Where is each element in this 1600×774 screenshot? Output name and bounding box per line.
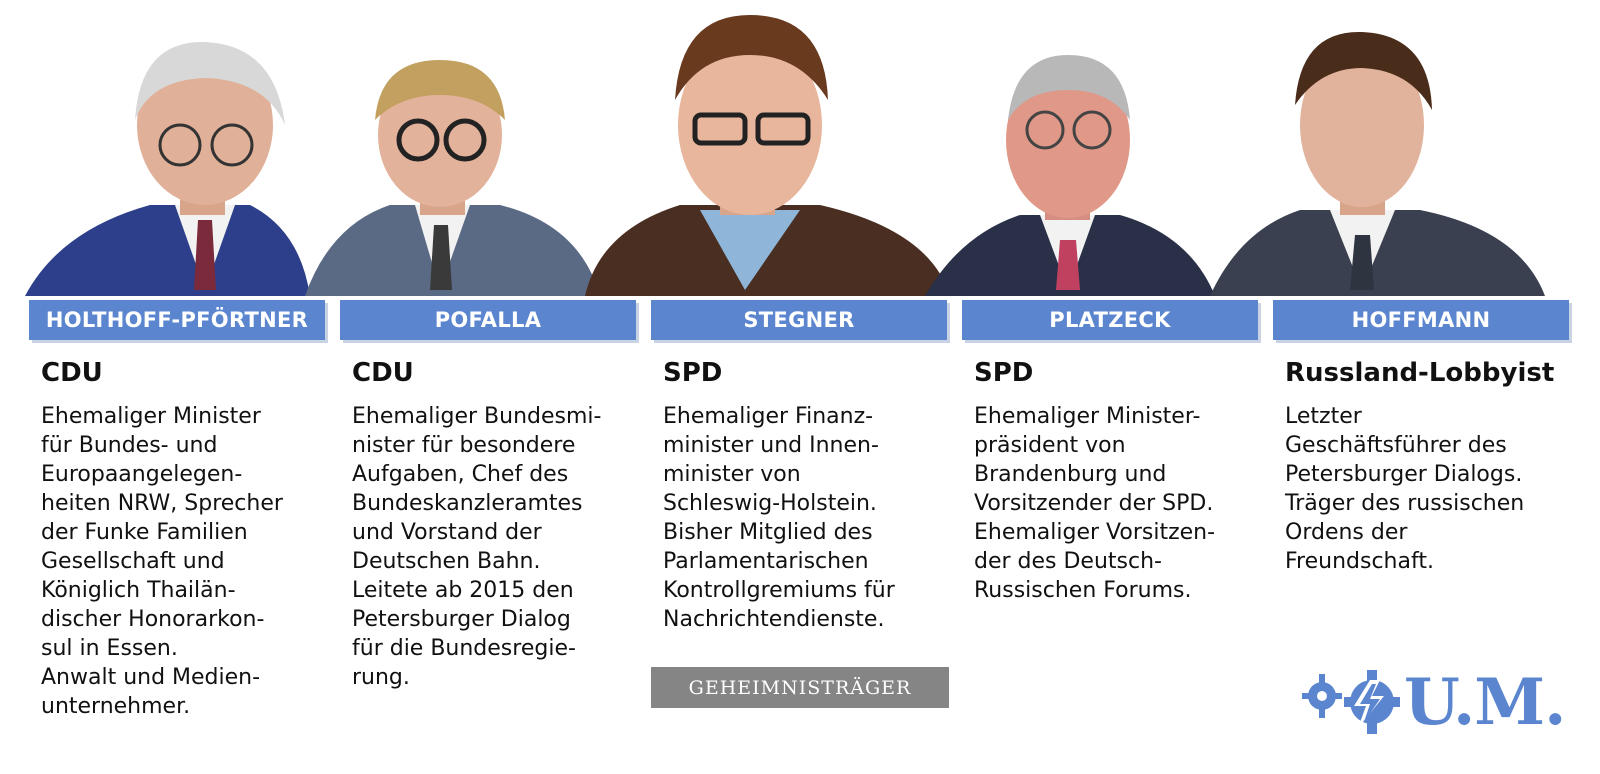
person-card-pofalla: POFALLA CDU Ehemaliger Bundesmi- nister … — [340, 300, 636, 692]
party-label: Russland-Lobbyist — [1285, 358, 1555, 388]
portrait-holthoff-pfortner — [25, 41, 310, 296]
name-bar: HOLTHOFF-PFÖRTNER — [29, 300, 325, 340]
party-label: SPD — [663, 358, 723, 388]
portrait-band — [0, 0, 1600, 300]
secret-holder-badge: GEHEIMNISTRÄGER — [651, 667, 949, 708]
logo-text: U.M. — [1404, 664, 1566, 740]
name-bar: POFALLA — [340, 300, 636, 340]
party-label: CDU — [352, 358, 414, 388]
person-card-hoffmann: HOFFMANN Russland-Lobbyist Letzter Gesch… — [1273, 300, 1569, 576]
lightning-gear-icon — [1302, 670, 1400, 734]
name-bar: PLATZECK — [962, 300, 1258, 340]
portrait-stegner — [585, 15, 950, 296]
party-label: CDU — [41, 358, 103, 388]
name-bar: HOFFMANN — [1273, 300, 1569, 340]
portraits-illustration — [25, 15, 1545, 296]
person-card-holthoff-pfortner: HOLTHOFF-PFÖRTNER CDU Ehemaliger Ministe… — [29, 300, 325, 721]
portrait-hoffmann — [1210, 31, 1545, 296]
person-card-platzeck: PLATZECK SPD Ehemaliger Minister- präsid… — [962, 300, 1258, 605]
party-label: SPD — [974, 358, 1034, 388]
bio-text: Ehemaliger Bundesmi- nister für besonder… — [352, 404, 602, 690]
name-bar: STEGNER — [651, 300, 947, 340]
bio-text: Ehemaliger Minister für Bundes- und Euro… — [41, 404, 283, 719]
bio-text: Ehemaliger Minister- präsident von Brand… — [974, 404, 1216, 603]
bio-text: Ehemaliger Finanz- minister und Innen- m… — [663, 404, 895, 632]
person-card-stegner: STEGNER SPD Ehemaliger Finanz- minister … — [651, 300, 947, 634]
bio-text: Letzter Geschäftsführer des Petersburger… — [1285, 404, 1525, 574]
brand-logo: U.M. — [1300, 662, 1590, 742]
portrait-platzeck — [925, 55, 1215, 296]
portrait-pofalla — [305, 60, 600, 296]
